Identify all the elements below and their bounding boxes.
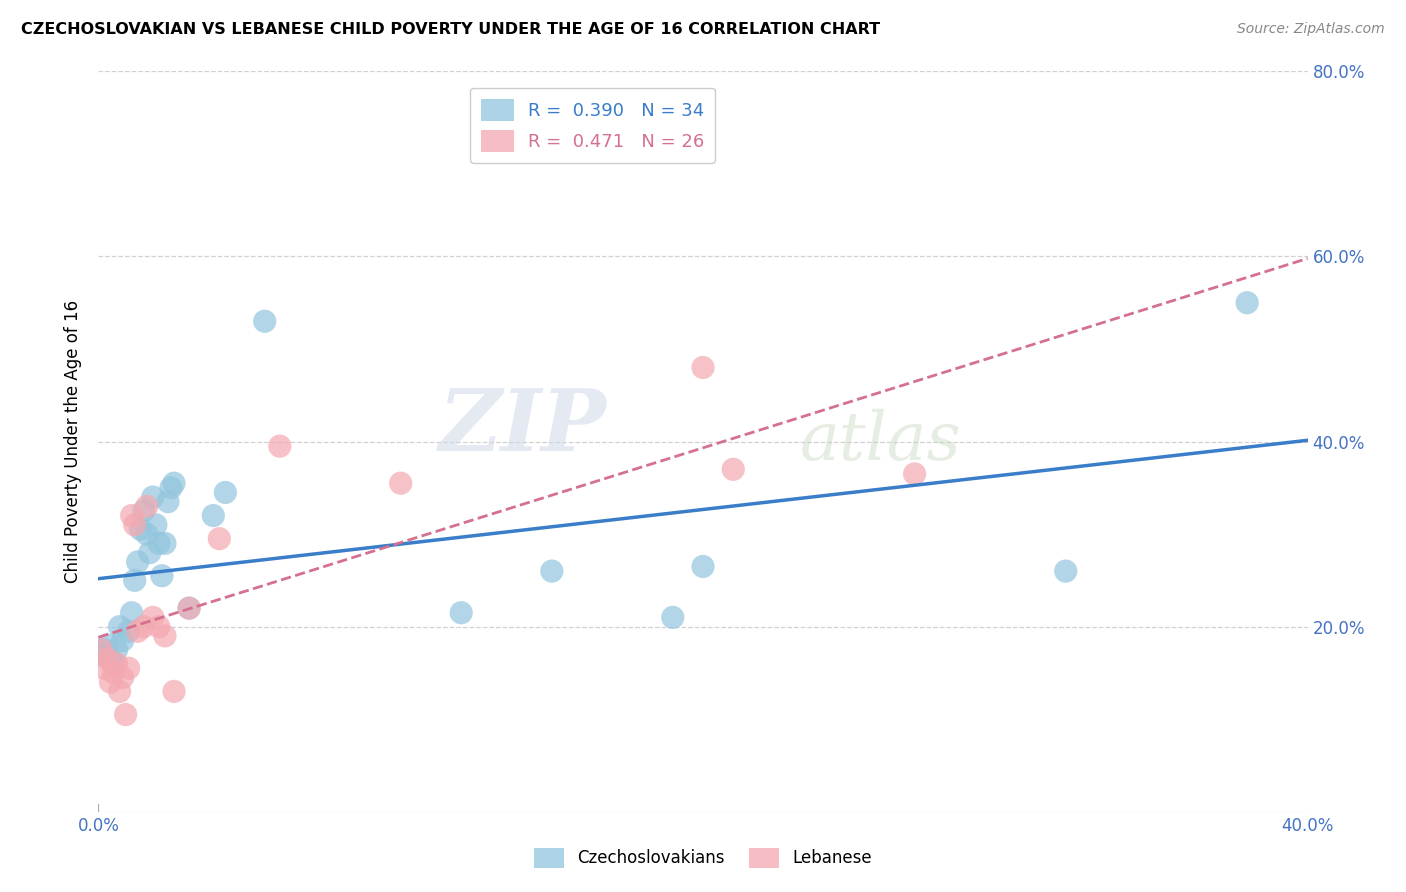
Point	[153, 629, 176, 643]
Legend: R =  0.390   N = 34, R =  0.471   N = 26: R = 0.390 N = 34, R = 0.471 N = 26	[470, 87, 716, 162]
Point	[114, 707, 136, 722]
Point	[93, 661, 115, 675]
Point	[269, 439, 291, 453]
Point	[156, 494, 179, 508]
Point	[139, 545, 162, 560]
Point	[142, 610, 165, 624]
Point	[1236, 295, 1258, 310]
Point	[118, 661, 141, 675]
Point	[100, 652, 122, 666]
Point	[148, 619, 170, 633]
Point	[142, 490, 165, 504]
Point	[127, 624, 149, 639]
Point	[150, 568, 173, 582]
Point	[253, 314, 276, 328]
Point	[153, 536, 176, 550]
Point	[90, 648, 112, 662]
Point	[1054, 564, 1077, 578]
Point	[124, 517, 146, 532]
Point	[692, 559, 714, 574]
Point	[105, 642, 128, 657]
Point	[179, 601, 201, 615]
Point	[108, 684, 131, 698]
Point	[111, 633, 134, 648]
Point	[90, 642, 112, 657]
Point	[214, 485, 236, 500]
Point	[93, 642, 115, 657]
Point	[105, 657, 128, 671]
Point	[723, 462, 745, 476]
Point	[132, 504, 155, 518]
Point	[163, 476, 186, 491]
Text: ZIP: ZIP	[439, 385, 606, 468]
Legend: Czechoslovakians, Lebanese: Czechoslovakians, Lebanese	[527, 841, 879, 875]
Point	[121, 508, 143, 523]
Point	[111, 671, 134, 685]
Point	[127, 555, 149, 569]
Point	[135, 527, 157, 541]
Point	[103, 657, 125, 671]
Point	[692, 360, 714, 375]
Point	[135, 500, 157, 514]
Point	[118, 624, 141, 639]
Point	[450, 606, 472, 620]
Point	[208, 532, 231, 546]
Point	[202, 508, 225, 523]
Point	[540, 564, 562, 578]
Point	[96, 652, 118, 666]
Point	[160, 481, 183, 495]
Point	[145, 517, 167, 532]
Point	[124, 574, 146, 588]
Point	[163, 684, 186, 698]
Text: CZECHOSLOVAKIAN VS LEBANESE CHILD POVERTY UNDER THE AGE OF 16 CORRELATION CHART: CZECHOSLOVAKIAN VS LEBANESE CHILD POVERT…	[21, 22, 880, 37]
Point	[661, 610, 683, 624]
Point	[108, 619, 131, 633]
Point	[100, 675, 122, 690]
Point	[132, 619, 155, 633]
Text: atlas: atlas	[800, 409, 962, 475]
Point	[103, 665, 125, 680]
Point	[129, 523, 152, 537]
Y-axis label: Child Poverty Under the Age of 16: Child Poverty Under the Age of 16	[65, 300, 83, 583]
Point	[179, 601, 201, 615]
Point	[904, 467, 927, 481]
Point	[121, 606, 143, 620]
Point	[389, 476, 412, 491]
Point	[96, 638, 118, 652]
Point	[148, 536, 170, 550]
Text: Source: ZipAtlas.com: Source: ZipAtlas.com	[1237, 22, 1385, 37]
